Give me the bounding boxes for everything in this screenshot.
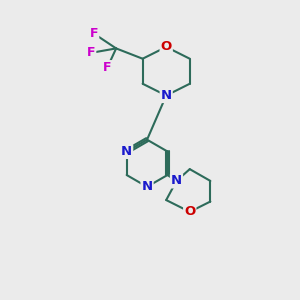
Text: N: N: [121, 145, 132, 158]
Text: F: F: [103, 61, 112, 74]
Text: F: F: [90, 27, 98, 40]
Text: O: O: [160, 40, 172, 53]
Text: N: N: [160, 89, 172, 102]
Text: F: F: [87, 46, 95, 59]
Text: O: O: [184, 205, 195, 218]
Text: N: N: [142, 180, 153, 193]
Text: N: N: [171, 174, 182, 188]
